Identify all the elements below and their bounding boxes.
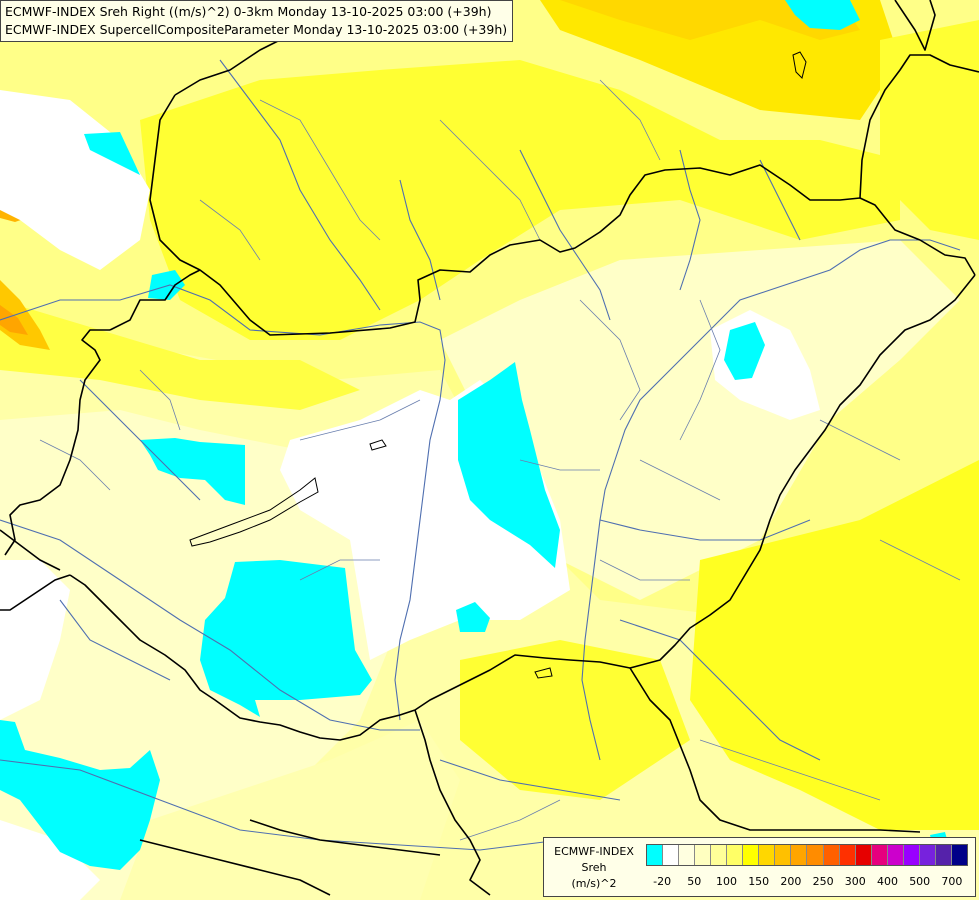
field-cyan-east (724, 322, 765, 380)
legend-swatch (871, 845, 888, 865)
field-cyan-north (785, 0, 860, 30)
field-orange-west (0, 280, 50, 350)
field-orange-west-core (0, 305, 28, 335)
legend-swatch (647, 845, 664, 865)
legend-swatch (935, 845, 952, 865)
field-pale-yellow-center (440, 240, 960, 600)
legend-tick-label: 250 (812, 875, 834, 888)
field-yellow-east (880, 20, 979, 240)
border-south-croatia (0, 574, 71, 611)
legend-label-unit: (m/s)^2 (571, 877, 617, 890)
rivers (0, 59, 961, 851)
legend-label-param: Sreh (581, 861, 607, 874)
field-gold-north (560, 0, 860, 40)
legend-swatch (887, 845, 904, 865)
field-cyan-small-center (456, 602, 490, 632)
river-drava (0, 519, 420, 731)
field-cyan-bottom-left (0, 720, 160, 870)
legend-swatch (775, 845, 792, 865)
title-box: ECMWF-INDEX Sreh Right ((m/s)^2) 0-3km M… (0, 0, 514, 42)
legend-swatch (663, 845, 680, 865)
legend-swatch (903, 845, 920, 865)
legend-tick-label: 300 (844, 875, 866, 888)
legend-swatch (743, 845, 760, 865)
legend-label: ECMWF-INDEX Sreh (m/s)^2 (544, 844, 644, 892)
legend-tick-label: 200 (780, 875, 802, 888)
legend-label-source: ECMWF-INDEX (554, 845, 634, 858)
field-yellow-southeast (690, 460, 979, 830)
legend-tick-label: 50 (687, 875, 702, 888)
legend-swatch (839, 845, 856, 865)
region-boundaries (39, 79, 961, 841)
field-cyan-southwest-big (200, 560, 372, 717)
field-cyan-nw (84, 132, 140, 175)
border-west-austria-2 (109, 269, 201, 331)
lake-east (534, 667, 553, 679)
legend-tick-label: 400 (877, 875, 898, 888)
border-serbia (414, 709, 491, 896)
legend-swatch (679, 845, 696, 865)
legend-swatch (855, 845, 872, 865)
lake-small-center (369, 439, 387, 451)
field-pale-yellow-south-strip (120, 720, 460, 900)
field-cyan-center (458, 362, 560, 568)
river-north-3 (519, 149, 611, 321)
legend-swatch (695, 845, 712, 865)
color-legend: ECMWF-INDEX Sreh (m/s)^2 -20 50 100 150 200 2… (543, 837, 976, 897)
river-danube (0, 284, 446, 721)
river-far-south (439, 759, 621, 801)
legend-swatch (759, 845, 776, 865)
legend-swatch (919, 845, 936, 865)
legend-tick-label: 500 (909, 875, 931, 888)
border-southwest (0, 529, 61, 571)
river-east (759, 159, 801, 241)
lake-north (792, 51, 807, 79)
field-cyan-west (140, 438, 245, 505)
field-white-southwest (0, 560, 70, 720)
river-tisza (581, 239, 961, 761)
legend-tick-label: 150 (748, 875, 770, 888)
river-southwest (59, 599, 171, 681)
legend-swatch (711, 845, 728, 865)
legend-tick-label: -20 (653, 875, 672, 888)
river-south-2 (619, 619, 821, 761)
river-sava (0, 759, 561, 851)
river-north-1 (219, 59, 381, 311)
field-cyan-small-nw (148, 270, 185, 300)
border-west-austria (4, 329, 110, 556)
border-north (149, 94, 976, 336)
border-romania (629, 667, 921, 833)
field-white-south-left (0, 820, 100, 900)
border-northeast (894, 0, 936, 51)
legend-swatch (807, 845, 824, 865)
title-line-1: ECMWF-INDEX Sreh Right ((m/s)^2) 0-3km M… (5, 4, 492, 19)
legend-swatch (791, 845, 808, 865)
legend-tick-label: 100 (716, 875, 737, 888)
border-east-hungary (69, 274, 976, 741)
river-north-2 (399, 179, 441, 301)
legend-swatch (951, 845, 967, 865)
field-yellow-south-center (460, 640, 690, 800)
border-south-bottom (139, 839, 331, 896)
legend-tick-label: 700 (941, 875, 963, 888)
river-south-1 (599, 519, 811, 541)
field-yellow-west-band (0, 300, 360, 410)
border-north-right (859, 54, 979, 199)
title-line-2: ECMWF-INDEX SupercellCompositeParameter … (5, 22, 508, 37)
legend-swatch (823, 845, 840, 865)
river-west (79, 379, 201, 501)
border-bosnia (249, 819, 441, 856)
legend-swatch (727, 845, 744, 865)
legend-color-scale (646, 844, 968, 866)
river-northeast (679, 149, 701, 291)
lake-balaton (189, 477, 319, 547)
